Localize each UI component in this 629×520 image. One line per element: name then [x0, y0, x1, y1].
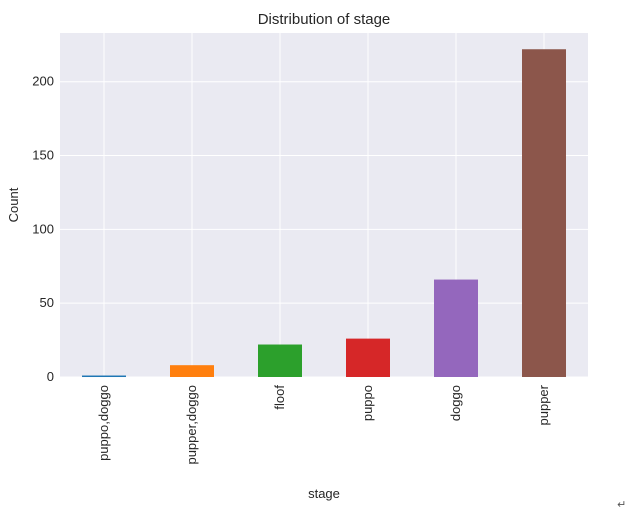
y-axis-label: Count	[6, 187, 21, 222]
x-tick-label: doggo	[448, 385, 463, 421]
chart-title: Distribution of stage	[258, 11, 391, 28]
y-tick-label: 0	[47, 369, 54, 384]
bars	[82, 49, 566, 378]
x-tick-label: puppo	[360, 385, 375, 421]
x-tick-label: puppo,doggo	[96, 385, 111, 461]
y-tick-label: 200	[32, 74, 54, 89]
plot-area	[60, 33, 588, 377]
x-axis-ticks: puppo,doggo pupper,doggo floof puppo doggo pu…	[96, 384, 551, 464]
x-tick-label: pupper,doggo	[184, 385, 199, 465]
y-tick-label: 50	[40, 295, 54, 310]
bar-puppo	[346, 338, 390, 377]
x-axis-label: stage	[308, 486, 340, 501]
y-tick-label: 100	[32, 221, 54, 236]
y-axis-ticks: 0 50 100 150 200	[32, 74, 54, 384]
bar-puppo-doggo	[82, 375, 126, 378]
bar-doggo	[434, 279, 478, 377]
bar-pupper	[522, 49, 566, 377]
x-tick-label: pupper	[536, 384, 551, 425]
bar-floof	[258, 344, 302, 377]
x-tick-label: floof	[272, 385, 287, 410]
return-mark: ↵	[617, 498, 627, 511]
y-tick-label: 150	[32, 148, 54, 163]
bar-pupper-doggo	[170, 365, 214, 377]
